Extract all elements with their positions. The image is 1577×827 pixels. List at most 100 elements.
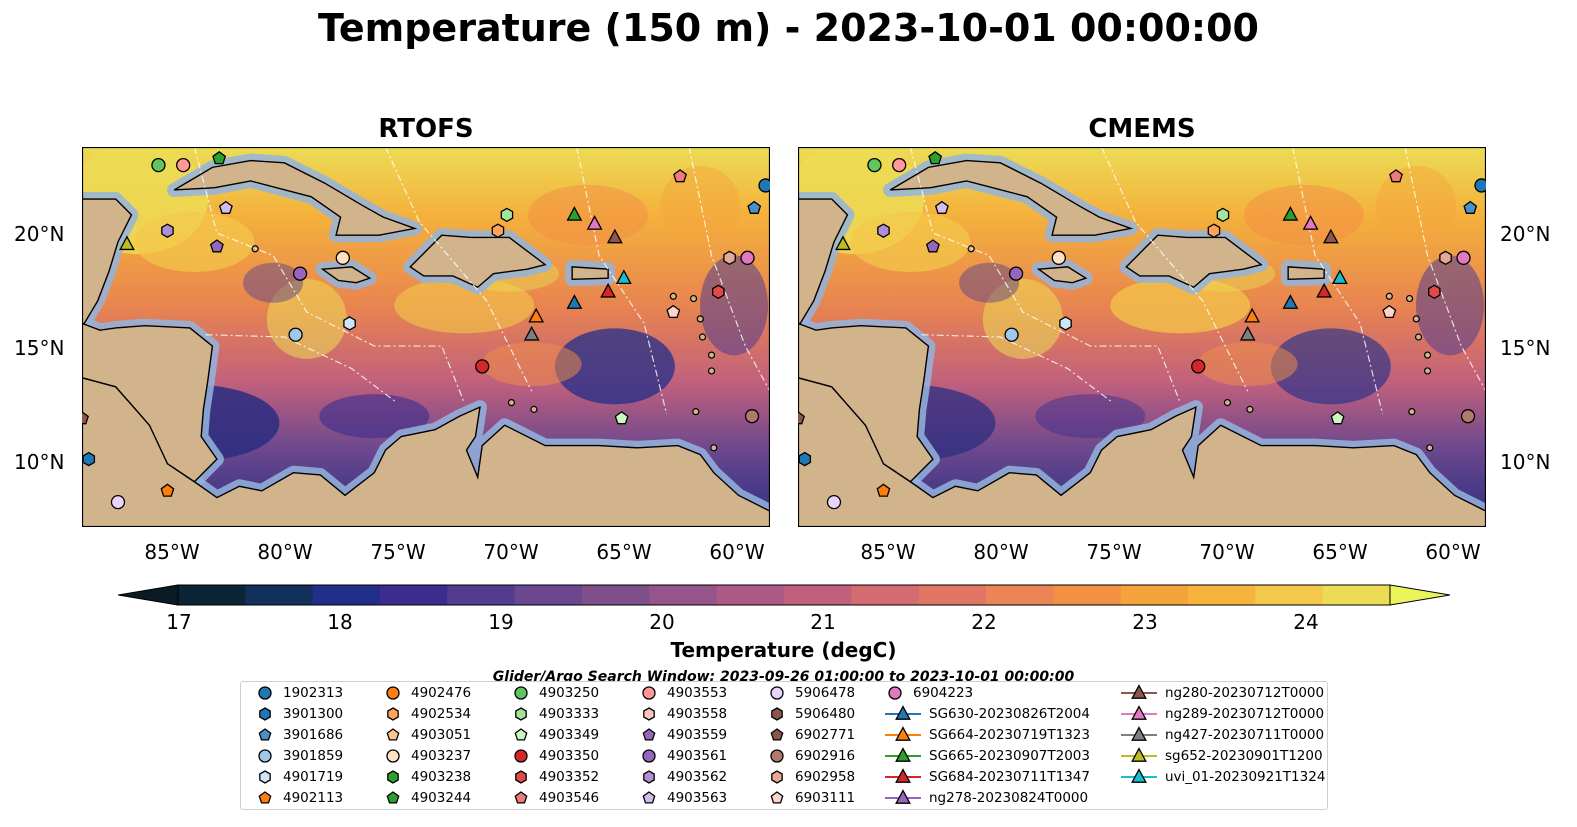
lat-label-15n-left: 15°N — [14, 336, 65, 360]
legend-marker-icon — [643, 770, 655, 784]
legend-label: ng280-20230712T0000 — [1165, 685, 1325, 701]
legend-marker-icon — [885, 747, 921, 762]
colorbar-segment — [1053, 585, 1122, 605]
colorbar-segment — [649, 585, 718, 605]
colorbar-segment — [1322, 585, 1391, 605]
island — [1223, 398, 1232, 407]
legend-label: 4901719 — [283, 769, 344, 785]
island — [707, 367, 716, 375]
platform-marker-ng427-20230711T0000 — [523, 325, 540, 341]
platform-marker-4903546 — [673, 169, 687, 183]
legend-item: 4903350 — [511, 746, 599, 766]
platform-marker-6902916 — [744, 409, 760, 424]
legend-label: 3901686 — [283, 727, 344, 743]
platform-marker-3901859 — [1004, 327, 1019, 342]
legend-label: 4903333 — [539, 706, 600, 722]
platform-marker-6904223 — [1456, 250, 1471, 265]
temperature-anomaly-patch — [134, 212, 255, 272]
temperature-anomaly-patch — [554, 328, 675, 405]
legend-label: 5906480 — [795, 706, 856, 722]
island — [507, 398, 516, 407]
legend-item: SG665-20230907T2003 — [885, 746, 1090, 766]
platform-marker-6904223 — [740, 250, 755, 265]
colorbar-segment — [312, 585, 381, 605]
legend-label: 4902113 — [283, 790, 344, 806]
platform-marker-5906478 — [110, 494, 126, 510]
legend-item: SG630-20230826T2004 — [885, 704, 1090, 724]
legend-marker-icon — [386, 791, 400, 804]
legend-label: SG665-20230907T2003 — [929, 748, 1090, 764]
legend-item: 5906480 — [767, 704, 855, 724]
legend-label: 4902476 — [411, 685, 472, 701]
landmass — [798, 376, 1486, 527]
platform-marker-ng280-20230712T0000 — [606, 228, 623, 244]
eez-boundary-line — [205, 334, 398, 404]
lon-label-65w: 65°W — [1312, 540, 1368, 564]
platform-marker-SG684-20230711T1347 — [1316, 282, 1333, 298]
platform-marker-4903237 — [1051, 250, 1066, 265]
legend-marker-icon — [885, 768, 921, 783]
colorbar-label: Temperature (degC) — [670, 638, 897, 662]
colorbar-segment — [380, 585, 448, 605]
legend-item: 6903111 — [767, 788, 855, 808]
lon-label-60w: 60°W — [709, 540, 765, 564]
temperature-anomaly-patch — [1197, 342, 1298, 387]
island — [1414, 333, 1423, 341]
legend-marker-icon — [1121, 726, 1157, 741]
island — [1385, 292, 1393, 300]
legend-item: 4903561 — [639, 746, 727, 766]
legend-label: uvi_01-20230921T1324 — [1165, 769, 1326, 785]
legend-item: 6902958 — [767, 767, 855, 787]
temperature-anomaly-patch — [527, 184, 648, 245]
colorbar-tick: 21 — [810, 610, 836, 634]
legend-label: 4903350 — [539, 748, 600, 764]
colorbar-segment — [1255, 585, 1324, 605]
legend-label: 4903352 — [539, 769, 600, 785]
legend-item: ng289-20230712T0000 — [1121, 704, 1324, 724]
platform-marker-6902771 — [82, 411, 89, 425]
legend-marker-icon — [259, 770, 271, 784]
island — [707, 351, 716, 359]
island — [1412, 315, 1420, 323]
colorbar-segment — [582, 585, 650, 605]
temperature-anomaly-patch — [1035, 394, 1146, 439]
legend-label: 4903238 — [411, 769, 472, 785]
temperature-anomaly-patch — [959, 262, 1020, 303]
platform-marker-4903349 — [614, 411, 629, 425]
platform-marker-3901300 — [798, 451, 812, 467]
legend-label: 4903546 — [539, 790, 600, 806]
platform-marker-SG665-20230907T2003 — [566, 206, 583, 221]
platform-marker-ng280-20230712T0000 — [1322, 228, 1339, 244]
lat-label-10n-right: 10°N — [1500, 450, 1551, 474]
legend-item: 4903349 — [511, 725, 599, 745]
colorbar-svg — [117, 584, 1451, 606]
legend-label: 3901859 — [283, 748, 344, 764]
legend-marker-icon — [770, 686, 784, 700]
legend-marker-icon — [1121, 705, 1157, 720]
island — [710, 444, 718, 452]
eez-boundary-line — [576, 147, 668, 415]
platform-marker-1902313 — [1474, 178, 1486, 193]
lat-label-20n-left: 20°N — [14, 222, 65, 246]
colorbar-tick: 19 — [488, 610, 514, 634]
platform-marker-4903352 — [712, 284, 725, 300]
platform-marker-4903562 — [877, 223, 890, 238]
island — [1405, 294, 1414, 303]
legend-item: 5906478 — [767, 683, 855, 703]
colorbar-tick: 24 — [1293, 610, 1319, 634]
legend-item: sg652-20230901T1200 — [1121, 746, 1323, 766]
platform-marker-4903553 — [176, 157, 191, 173]
legend-marker-icon — [1121, 684, 1157, 699]
platform-marker-3901686 — [1463, 200, 1478, 214]
landmass — [571, 266, 609, 281]
legend-marker-icon — [386, 686, 400, 700]
temperature-anomaly-patch — [319, 394, 430, 439]
legend-label: 4902534 — [411, 706, 472, 722]
colorbar-segment — [245, 585, 314, 605]
legend-label: 4903559 — [667, 727, 728, 743]
temperature-anomaly-patch — [1376, 165, 1457, 246]
platform-marker-6902916 — [1460, 409, 1476, 424]
platform-marker-4903546 — [1389, 169, 1403, 183]
legend-item: 4903244 — [383, 788, 471, 808]
lon-label-70w: 70°W — [483, 540, 539, 564]
